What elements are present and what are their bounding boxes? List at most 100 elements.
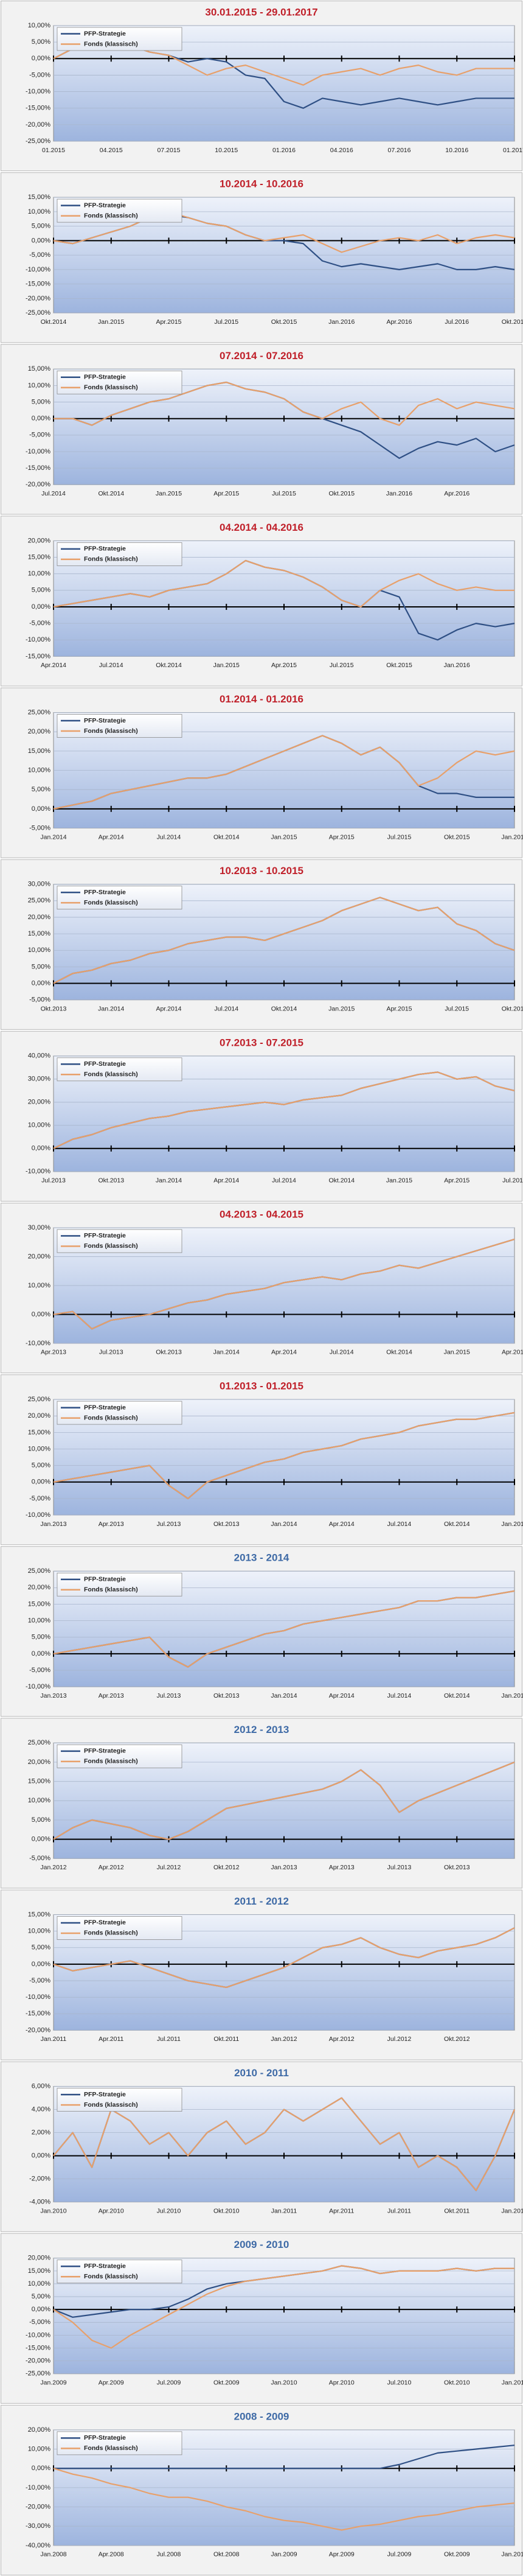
y-tick-label: 20,00% [28, 1759, 51, 1766]
y-tick-label: -15,00% [26, 653, 50, 660]
chart-title: 01.2013 - 01.2015 [220, 1381, 303, 1392]
y-tick-label: 0,00% [32, 415, 50, 422]
x-tick-label: Jul.2015 [272, 490, 296, 497]
legend: PFP-Strategie Fonds (klassisch) [57, 1744, 182, 1768]
y-tick-label: 10,00% [28, 1797, 51, 1804]
x-tick-label: Jan.2014 [156, 1177, 182, 1185]
y-tick-label: 15,00% [28, 194, 51, 201]
legend-label: Fonds (klassisch) [84, 1758, 138, 1765]
legend: PFP-Strategie Fonds (klassisch) [57, 27, 182, 51]
y-tick-label: 10,00% [28, 2280, 51, 2287]
y-tick-label: 5,00% [32, 587, 50, 594]
x-tick-label: Okt.2013 [98, 1177, 124, 1185]
y-tick-label: -20,00% [26, 481, 50, 488]
x-tick-label: Jan.2009 [40, 2379, 66, 2387]
x-tick-label: Apr.2014 [156, 1005, 181, 1012]
x-tick-label: Jul.2013 [157, 1692, 181, 1699]
legend-box [57, 1744, 182, 1768]
y-tick-label: 20,00% [28, 728, 51, 735]
x-tick-label: Apr.2016 [386, 318, 412, 326]
x-tick-label: Jul.2010 [157, 2207, 181, 2214]
x-tick-label: Jan.2015 [444, 1349, 470, 1356]
legend-box [57, 714, 182, 738]
legend-box [57, 27, 182, 51]
y-tick-label: 25,00% [28, 1396, 51, 1403]
x-tick-label: Jul.2014 [99, 662, 123, 669]
legend-label: Fonds (klassisch) [84, 2445, 138, 2452]
chart-panel: 10.2013 - 10.2015 30,00% 25,00% 20,00% 15,00… [1, 859, 523, 1030]
x-tick-label: Jan.2015 [386, 1177, 412, 1185]
legend: PFP-Strategie Fonds (klassisch) [57, 542, 182, 566]
series-line [53, 1412, 515, 1500]
y-tick-label: 10,00% [28, 1122, 51, 1129]
y-tick-label: -5,00% [29, 824, 50, 831]
x-tick-label: Jan.2015 [98, 318, 124, 326]
series-line [53, 2468, 515, 2531]
legend-box [57, 2431, 182, 2455]
x-tick-label: Apr.2010 [329, 2379, 355, 2387]
x-tick-label: Okt.2014 [98, 490, 124, 497]
legend: PFP-Strategie Fonds (klassisch) [57, 2088, 182, 2112]
y-tick-label: 25,00% [28, 1739, 51, 1746]
x-tick-label: Apr.2015 [386, 1005, 412, 1012]
x-tick-label: Apr.2008 [99, 2551, 124, 2558]
x-tick-label: Jan.2015 [156, 490, 182, 497]
y-tick-label: -10,00% [26, 2484, 50, 2491]
x-tick-label: Apr.2015 [271, 662, 297, 669]
y-tick-label: -10,00% [26, 2331, 50, 2339]
x-tick-label: Jul.2014 [272, 1177, 296, 1185]
x-tick-label: Jul.2008 [157, 2551, 181, 2558]
x-tick-label: Jul.2011 [387, 2207, 411, 2214]
y-tick-label: -20,00% [26, 2026, 50, 2034]
chart-title: 04.2013 - 04.2015 [220, 1208, 303, 1220]
series-line [53, 1761, 515, 1840]
y-tick-label: -20,00% [26, 2503, 50, 2510]
x-tick-label: Okt.2015 [271, 318, 297, 326]
series-line [53, 211, 515, 253]
x-tick-label: Jul.2014 [157, 833, 181, 841]
legend-box [57, 542, 182, 566]
x-tick-label: Apr.2009 [329, 2551, 355, 2558]
x-tick-label: Apr.2014 [99, 833, 124, 841]
x-tick-label: Okt.2014 [386, 1349, 412, 1356]
y-tick-label: -5,00% [29, 996, 50, 1004]
chart-panel: 07.2013 - 07.2015 40,00% 30,00% 20,00% 10,00… [1, 1031, 523, 1202]
series-line [53, 1590, 515, 1668]
x-tick-label: Jan.2015 [213, 662, 240, 669]
legend-box [57, 1916, 182, 1940]
y-tick-label: 10,00% [28, 22, 51, 29]
chart-panel: 04.2013 - 04.2015 30,00% 20,00% 10,00% 0,00%… [1, 1202, 523, 1374]
chart-panel: 2009 - 2010 20,00% 15,00% 10,00% 5,00% 0,00% -… [1, 2233, 523, 2404]
y-tick-label: 15,00% [28, 1778, 51, 1785]
y-tick-label: 30,00% [28, 1224, 51, 1231]
legend-box [57, 1572, 182, 1597]
x-tick-label: Apr.2014 [41, 662, 66, 669]
x-tick-label: Jul.2014 [387, 1521, 412, 1528]
x-tick-label: Jan.2014 [40, 833, 66, 841]
x-tick-label: Jul.2009 [157, 2379, 181, 2387]
legend: PFP-Strategie Fonds (klassisch) [57, 1572, 182, 1597]
y-tick-label: 0,00% [32, 1311, 50, 1318]
x-tick-label: Okt.2012 [213, 1864, 240, 1871]
x-tick-label: Jan.2013 [271, 1864, 297, 1871]
x-tick-label: 10.2016 [445, 147, 468, 154]
y-tick-label: 0,00% [32, 1145, 50, 1152]
x-tick-label: Okt.2013 [41, 1005, 67, 1012]
legend: PFP-Strategie Fonds (klassisch) [57, 370, 182, 394]
y-tick-label: 4,00% [32, 2106, 50, 2113]
x-tick-label: Okt.2009 [444, 2551, 470, 2558]
y-tick-label: 0,00% [32, 1650, 50, 1657]
legend-label: PFP-Strategie [84, 717, 126, 724]
y-tick-label: 10,00% [28, 2445, 51, 2452]
chart-panel: 2013 - 2014 25,00% 20,00% 15,00% 10,00% 5,00%… [1, 1546, 523, 1717]
legend: PFP-Strategie Fonds (klassisch) [57, 1057, 182, 1082]
x-tick-label: Jul.2014 [387, 1692, 412, 1699]
y-tick-label: -4,00% [29, 2199, 50, 2206]
chart-title: 04.2014 - 04.2016 [220, 522, 303, 533]
y-tick-label: 10,00% [28, 1617, 51, 1625]
legend-label: PFP-Strategie [84, 30, 126, 37]
y-tick-label: -5,00% [29, 251, 50, 259]
y-tick-label: 0,00% [32, 1961, 50, 1968]
legend-label: Fonds (klassisch) [84, 2101, 138, 2109]
x-tick-label: Jan.2014 [213, 1349, 240, 1356]
